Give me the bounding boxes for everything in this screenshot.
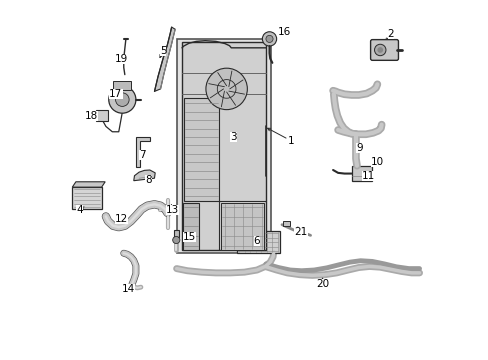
FancyBboxPatch shape	[182, 42, 265, 249]
FancyBboxPatch shape	[237, 231, 279, 253]
Text: 3: 3	[230, 132, 237, 142]
Text: 7: 7	[139, 150, 146, 160]
Text: 20: 20	[316, 279, 329, 289]
Circle shape	[262, 32, 276, 46]
Text: 16: 16	[277, 27, 290, 37]
Text: 4: 4	[76, 205, 82, 215]
FancyBboxPatch shape	[183, 203, 199, 249]
Polygon shape	[154, 27, 175, 91]
FancyBboxPatch shape	[96, 111, 108, 121]
Text: 19: 19	[114, 54, 128, 64]
FancyBboxPatch shape	[283, 221, 289, 226]
Circle shape	[205, 68, 247, 110]
Text: 9: 9	[355, 143, 362, 153]
Text: 1: 1	[287, 136, 294, 146]
Circle shape	[108, 86, 136, 113]
FancyBboxPatch shape	[370, 40, 398, 60]
Text: 6: 6	[253, 236, 260, 246]
FancyBboxPatch shape	[176, 39, 271, 253]
Polygon shape	[135, 137, 149, 167]
FancyBboxPatch shape	[351, 166, 372, 181]
Text: 15: 15	[182, 232, 195, 242]
Text: 12: 12	[114, 214, 128, 224]
Circle shape	[265, 35, 272, 42]
Circle shape	[374, 44, 385, 56]
Text: 8: 8	[145, 175, 152, 185]
Text: 2: 2	[387, 28, 393, 39]
Text: 21: 21	[294, 227, 307, 237]
FancyBboxPatch shape	[113, 81, 131, 90]
Text: 11: 11	[362, 171, 375, 181]
Text: 10: 10	[370, 157, 383, 167]
Polygon shape	[134, 170, 155, 181]
Text: 14: 14	[122, 284, 135, 294]
Circle shape	[115, 93, 129, 107]
Text: 18: 18	[85, 111, 98, 121]
Text: 5: 5	[160, 46, 166, 57]
Text: 17: 17	[109, 89, 122, 99]
Bar	[173, 230, 179, 237]
Polygon shape	[72, 182, 105, 187]
Text: 13: 13	[165, 205, 179, 215]
FancyBboxPatch shape	[221, 203, 264, 249]
FancyBboxPatch shape	[72, 187, 102, 209]
Circle shape	[377, 47, 382, 53]
FancyBboxPatch shape	[183, 98, 219, 202]
Circle shape	[172, 237, 180, 244]
